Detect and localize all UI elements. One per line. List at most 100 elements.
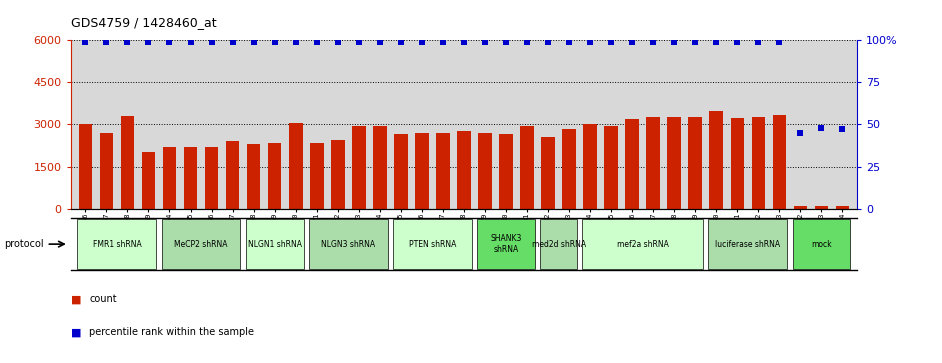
Bar	[836, 206, 850, 209]
Bar	[792, 219, 851, 269]
Bar	[310, 143, 323, 209]
Text: mef2a shRNA: mef2a shRNA	[617, 240, 669, 249]
Bar	[772, 115, 787, 209]
Point	[730, 39, 745, 45]
Point	[814, 125, 829, 131]
Point	[541, 39, 556, 45]
Bar	[415, 133, 429, 209]
Point	[435, 39, 450, 45]
Text: med2d shRNA: med2d shRNA	[531, 240, 586, 249]
Point	[561, 39, 577, 45]
Bar	[247, 144, 260, 209]
Text: count: count	[89, 294, 117, 305]
Point	[394, 39, 409, 45]
Point	[309, 39, 324, 45]
Text: FMR1 shRNA: FMR1 shRNA	[92, 240, 141, 249]
Bar	[730, 118, 744, 209]
Bar	[204, 147, 219, 209]
Point	[498, 39, 513, 45]
Bar	[78, 124, 92, 209]
Bar	[709, 111, 723, 209]
Bar	[184, 147, 198, 209]
Bar	[477, 219, 535, 269]
Point	[667, 39, 682, 45]
Bar	[646, 117, 660, 209]
Point	[331, 39, 346, 45]
Bar	[582, 219, 703, 269]
Point	[414, 39, 430, 45]
Point	[625, 39, 640, 45]
Bar	[668, 117, 681, 209]
Text: MeCP2 shRNA: MeCP2 shRNA	[174, 240, 228, 249]
Bar	[309, 219, 388, 269]
Text: ■: ■	[71, 327, 81, 337]
Point	[835, 126, 850, 132]
Bar	[605, 126, 618, 209]
Bar	[121, 116, 135, 209]
Bar	[520, 126, 534, 209]
Text: GDS4759 / 1428460_at: GDS4759 / 1428460_at	[71, 16, 217, 29]
Bar	[289, 123, 302, 209]
Point	[183, 39, 198, 45]
Text: ■: ■	[71, 294, 81, 305]
Bar	[562, 129, 576, 209]
Bar	[708, 219, 788, 269]
Point	[288, 39, 303, 45]
Bar	[689, 117, 702, 209]
Point	[688, 39, 703, 45]
Bar	[394, 134, 408, 209]
Point	[351, 39, 366, 45]
Text: SHANK3
shRNA: SHANK3 shRNA	[490, 234, 522, 254]
Point	[204, 39, 219, 45]
Point	[708, 39, 723, 45]
Bar	[815, 206, 828, 209]
Point	[582, 39, 597, 45]
Point	[141, 39, 156, 45]
Text: luciferase shRNA: luciferase shRNA	[715, 240, 780, 249]
Text: protocol: protocol	[4, 239, 43, 249]
Bar	[141, 152, 155, 209]
Bar	[393, 219, 472, 269]
Bar	[246, 219, 303, 269]
Point	[604, 39, 619, 45]
Bar	[268, 143, 282, 209]
Bar	[625, 119, 639, 209]
Bar	[479, 133, 492, 209]
Text: NLGN1 shRNA: NLGN1 shRNA	[248, 240, 301, 249]
Point	[268, 39, 283, 45]
Bar	[331, 140, 345, 209]
Bar	[352, 126, 365, 209]
Point	[162, 39, 177, 45]
Bar	[583, 124, 597, 209]
Point	[771, 39, 787, 45]
Bar	[162, 219, 240, 269]
Point	[519, 39, 534, 45]
Point	[78, 39, 93, 45]
Bar	[540, 219, 577, 269]
Point	[225, 39, 240, 45]
Bar	[457, 131, 471, 209]
Text: NLGN3 shRNA: NLGN3 shRNA	[321, 240, 375, 249]
Bar	[77, 219, 156, 269]
Point	[793, 130, 808, 136]
Point	[120, 39, 135, 45]
Bar	[499, 134, 512, 209]
Point	[99, 39, 114, 45]
Bar	[163, 147, 176, 209]
Bar	[226, 141, 239, 209]
Bar	[542, 137, 555, 209]
Text: mock: mock	[811, 240, 832, 249]
Text: PTEN shRNA: PTEN shRNA	[409, 240, 456, 249]
Bar	[752, 117, 765, 209]
Bar	[100, 133, 113, 209]
Point	[751, 39, 766, 45]
Bar	[793, 206, 807, 209]
Bar	[373, 126, 386, 209]
Text: percentile rank within the sample: percentile rank within the sample	[89, 327, 254, 337]
Point	[372, 39, 387, 45]
Point	[456, 39, 471, 45]
Point	[645, 39, 660, 45]
Point	[478, 39, 493, 45]
Bar	[436, 133, 449, 209]
Point	[246, 39, 261, 45]
